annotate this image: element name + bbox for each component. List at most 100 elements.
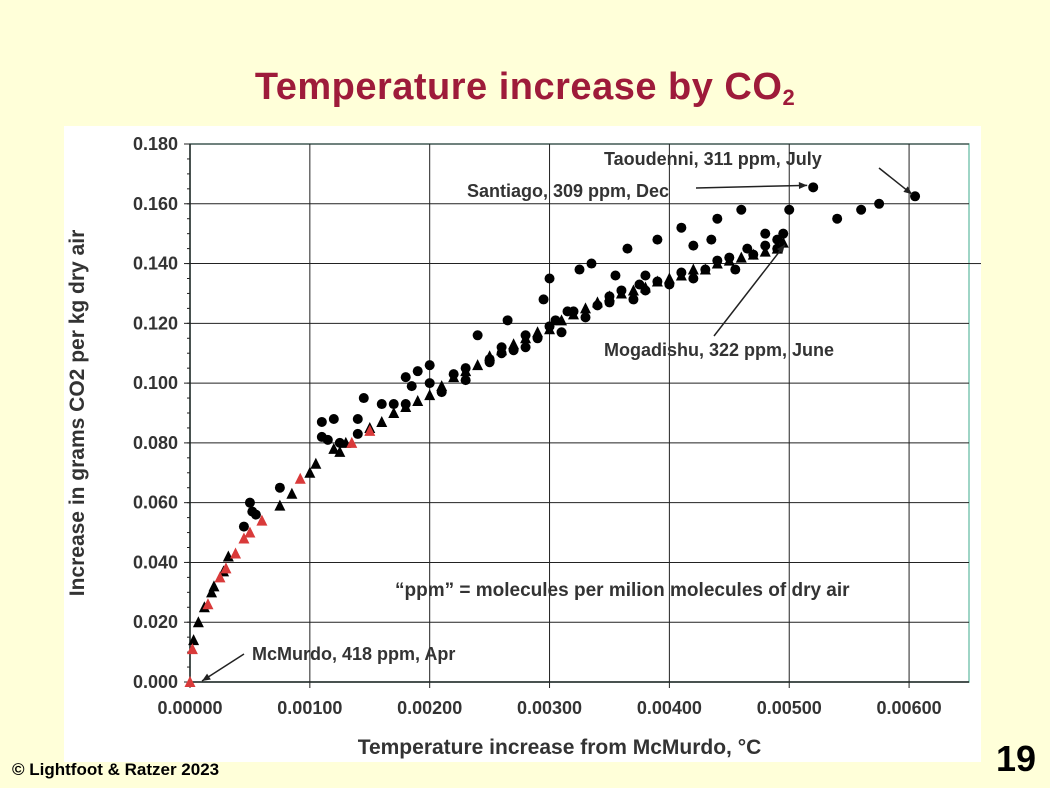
data-point-triangle-red <box>256 514 268 526</box>
data-point-triangle <box>556 314 568 326</box>
y-tick-label: 0.160 <box>133 194 178 214</box>
data-point-circle <box>424 378 435 389</box>
data-point-triangle <box>460 365 472 377</box>
y-tick-label: 0.180 <box>133 134 178 154</box>
data-point-circle <box>580 312 591 323</box>
x-tick-label: 0.00500 <box>757 698 822 718</box>
data-point-triangle <box>759 245 771 257</box>
data-point-triangle <box>484 350 496 362</box>
data-point-triangle-red <box>238 532 250 544</box>
x-tick-label: 0.00100 <box>277 698 342 718</box>
x-tick-label: 0.00400 <box>637 698 702 718</box>
data-point-circle <box>274 482 285 493</box>
annotation-taoudenni-arrow-head <box>903 186 913 195</box>
x-axis-label: Temperature increase from McMurdo, °C <box>358 736 762 759</box>
data-point-circle <box>352 413 363 424</box>
annotation-mogadishu-arrow <box>713 244 786 337</box>
data-point-triangle <box>544 323 556 335</box>
data-point-circle <box>610 270 621 281</box>
data-point-circle <box>316 416 327 427</box>
data-point-triangle <box>328 442 340 454</box>
data-point-triangle <box>639 281 651 293</box>
data-point-circle <box>760 228 771 239</box>
data-point-triangle <box>603 290 615 302</box>
y-tick-label: 0.100 <box>133 373 178 393</box>
data-point-triangle-red <box>364 424 376 436</box>
data-point-triangle <box>472 359 484 371</box>
slide-number: 19 <box>995 738 1036 779</box>
data-point-triangle <box>615 287 627 299</box>
data-point-triangle <box>192 616 204 628</box>
data-point-circle <box>640 270 651 281</box>
data-point-circle <box>688 273 699 284</box>
data-point-circle <box>472 330 483 341</box>
data-point-circle <box>586 258 597 269</box>
data-point-circle <box>622 243 633 254</box>
slide-title-subscript: 2 <box>782 85 796 110</box>
annotation-mcmurdo-arrow <box>201 653 245 682</box>
data-point-triangle <box>448 371 460 383</box>
annotation-mcmurdo-label: McMurdo, 418 ppm, Apr <box>252 644 455 664</box>
data-point-circle <box>328 413 339 424</box>
data-point-triangle <box>723 254 735 266</box>
data-point-triangle <box>334 445 346 457</box>
x-tick-label: 0.00000 <box>157 698 222 718</box>
data-point-circle <box>784 204 795 215</box>
data-point-circle <box>706 234 717 245</box>
data-point-triangle-red <box>294 472 306 484</box>
data-point-triangle-red <box>346 436 358 448</box>
annotation-mogadishu-label: Mogadishu, 322 ppm, June <box>604 340 834 360</box>
data-point-triangle <box>206 586 218 598</box>
x-tick-label: 0.00600 <box>877 698 942 718</box>
data-point-triangle <box>579 302 591 314</box>
data-point-circle <box>736 204 747 215</box>
data-point-triangle <box>188 634 200 646</box>
annotation-mcmurdo-arrow-head <box>201 673 211 682</box>
data-point-circle <box>520 342 531 353</box>
data-point-triangle <box>687 263 699 275</box>
data-point-triangle <box>412 395 424 407</box>
data-point-triangle <box>436 380 448 392</box>
data-point-circle <box>406 381 417 392</box>
data-point-triangle <box>627 284 639 296</box>
data-point-triangle <box>747 248 759 260</box>
annotation-mogadishu-arrow-head <box>776 244 785 254</box>
data-point-triangle <box>400 401 412 413</box>
data-point-triangle <box>532 326 544 338</box>
data-point-triangle <box>591 296 603 308</box>
data-point-triangle <box>663 272 675 284</box>
y-tick-label: 0.060 <box>133 493 178 513</box>
slide-title-text: Temperature increase by CO <box>254 66 783 108</box>
annotation-santiago-arrow-head <box>798 182 808 190</box>
data-point-circle <box>352 428 363 439</box>
data-point-triangle <box>777 236 789 248</box>
data-point-triangle <box>699 263 711 275</box>
data-point-circle <box>322 434 333 445</box>
y-axis-label: Increase in grams CO2 per kg dry air <box>66 230 89 597</box>
y-tick-label: 0.000 <box>133 672 178 692</box>
y-tick-label: 0.040 <box>133 552 178 572</box>
data-point-circle <box>358 393 369 404</box>
data-point-triangle <box>496 344 508 356</box>
data-point-triangle-red <box>244 526 256 538</box>
y-tick-label: 0.120 <box>133 313 178 333</box>
data-point-circle <box>400 372 411 383</box>
data-point-triangle-red <box>220 562 232 574</box>
data-point-triangle <box>310 457 322 469</box>
data-point-circle <box>910 191 921 202</box>
data-point-circle <box>244 497 255 508</box>
data-point-triangle <box>222 550 234 562</box>
slide-title: Temperature increase by CO2 <box>0 66 1050 111</box>
data-point-circle <box>538 294 549 305</box>
data-point-triangle-red <box>202 598 214 610</box>
data-point-triangle <box>508 338 520 350</box>
annotation-taoudenni-label: Taoudenni, 311 ppm, July <box>604 149 822 169</box>
scatter-chart: 0.000 0.020 0.040 0.060 0.080 0.100 0.120 0.140… <box>66 134 981 759</box>
y-tick-label: 0.140 <box>133 254 178 274</box>
data-point-triangle <box>208 580 220 592</box>
data-point-circle <box>712 213 723 224</box>
data-point-triangle-red <box>230 547 242 559</box>
data-point-triangle-red <box>184 676 196 687</box>
data-point-triangle <box>304 466 316 478</box>
data-point-circle <box>688 240 699 251</box>
